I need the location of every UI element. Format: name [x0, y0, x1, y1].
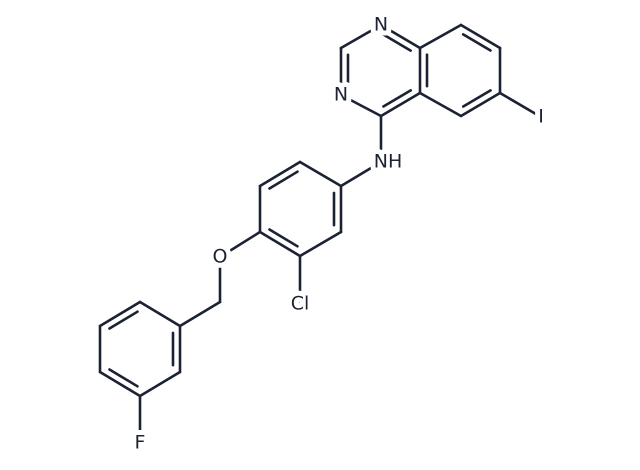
bond	[178, 300, 222, 328]
bond	[459, 23, 502, 50]
atom-label: NH	[374, 151, 403, 173]
bond	[379, 23, 422, 50]
atom-label: N	[374, 14, 388, 36]
bond	[461, 89, 492, 108]
atom-label: N	[334, 84, 348, 106]
bond	[418, 91, 463, 118]
bond	[138, 300, 182, 328]
atom-label: Cl	[291, 293, 310, 315]
atom-label: O	[213, 246, 228, 268]
bond	[258, 230, 302, 258]
bond	[382, 89, 413, 108]
bond	[339, 160, 383, 188]
bond	[298, 230, 343, 258]
bond	[268, 170, 299, 190]
bond	[98, 370, 142, 398]
bond	[498, 91, 543, 119]
bond	[98, 300, 142, 328]
bond	[108, 368, 139, 388]
atom-label: F	[135, 432, 146, 454]
bond	[218, 230, 262, 259]
bond	[258, 160, 302, 188]
bond	[108, 310, 139, 330]
bond	[379, 91, 422, 118]
bond	[339, 23, 383, 50]
atom-label: I	[538, 106, 544, 128]
bond	[459, 91, 502, 118]
bond	[461, 33, 492, 52]
bond	[339, 93, 383, 118]
bond	[298, 160, 343, 188]
bond	[138, 370, 182, 398]
bond	[268, 228, 299, 248]
bond	[382, 33, 412, 52]
bond	[418, 23, 463, 50]
bonds	[98, 23, 543, 445]
